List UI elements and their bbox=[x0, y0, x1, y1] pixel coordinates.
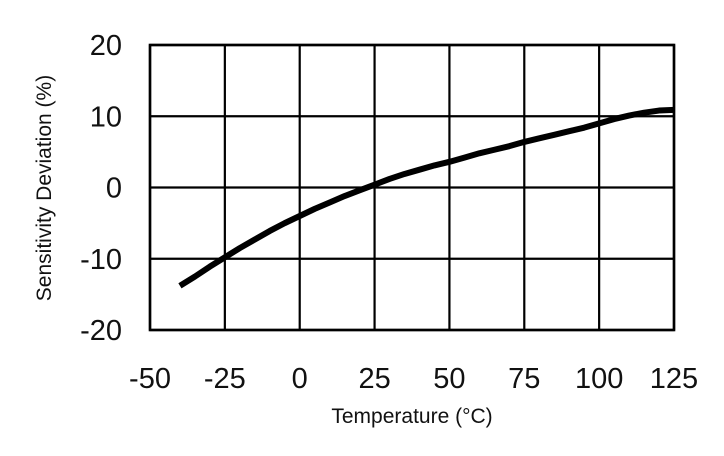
x-axis-title: Temperature (°C) bbox=[331, 405, 492, 428]
y-tick-label: -20 bbox=[80, 315, 122, 347]
x-tick-label: 75 bbox=[508, 363, 540, 395]
y-tick-labels: 20 10 0 -10 -20 bbox=[80, 30, 122, 347]
plot-frame bbox=[148, 43, 676, 332]
x-tick-label: 50 bbox=[433, 363, 465, 395]
x-tick-label: 0 bbox=[292, 363, 308, 395]
x-tick-label: 25 bbox=[358, 363, 390, 395]
x-tick-label: 125 bbox=[650, 363, 698, 395]
x-tick-label: 100 bbox=[575, 363, 623, 395]
y-tick-label: -10 bbox=[80, 244, 122, 276]
data-line bbox=[178, 106, 675, 289]
y-axis-title: Sensitivity Deviation (%) bbox=[33, 75, 56, 301]
x-tick-labels: -50 -25 0 25 50 75 100 125 bbox=[129, 363, 698, 395]
x-tick-label: -25 bbox=[204, 363, 246, 395]
y-tick-label: 10 bbox=[90, 101, 122, 133]
x-tick-label: -50 bbox=[129, 363, 171, 395]
y-tick-label: 20 bbox=[90, 30, 122, 62]
y-tick-label: 0 bbox=[106, 173, 122, 205]
